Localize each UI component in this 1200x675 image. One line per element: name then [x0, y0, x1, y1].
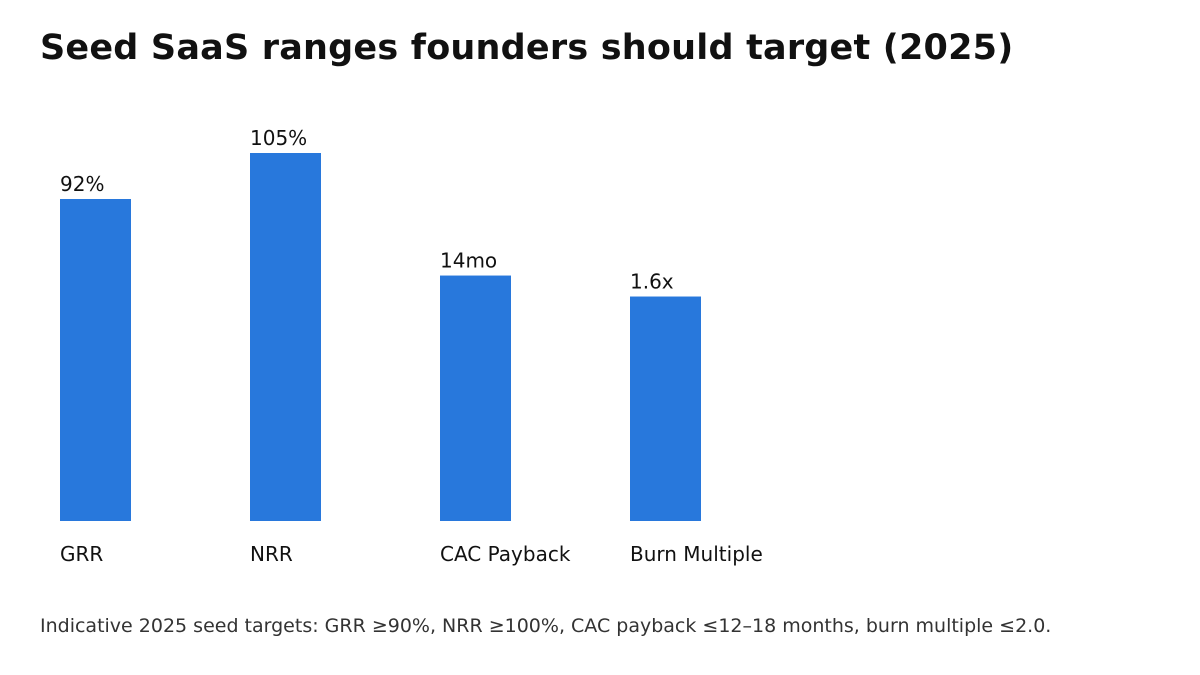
bar-burn-multiple	[630, 296, 701, 521]
category-label-cac-payback: CAC Payback	[440, 542, 571, 566]
chart-footnote: Indicative 2025 seed targets: GRR ≥90%, …	[40, 615, 1052, 637]
bar-nrr	[250, 153, 321, 521]
value-label-nrr: 105%	[250, 126, 307, 150]
bar-cac-payback	[440, 275, 511, 521]
value-label-burn-multiple: 1.6x	[630, 270, 674, 294]
value-label-grr: 92%	[60, 172, 104, 196]
bar-grr	[60, 199, 131, 521]
category-label-burn-multiple: Burn Multiple	[630, 542, 763, 566]
category-label-nrr: NRR	[250, 542, 293, 566]
chart-title: Seed SaaS ranges founders should target …	[40, 28, 1014, 68]
value-label-cac-payback: 14mo	[440, 249, 497, 273]
category-label-grr: GRR	[60, 542, 103, 566]
